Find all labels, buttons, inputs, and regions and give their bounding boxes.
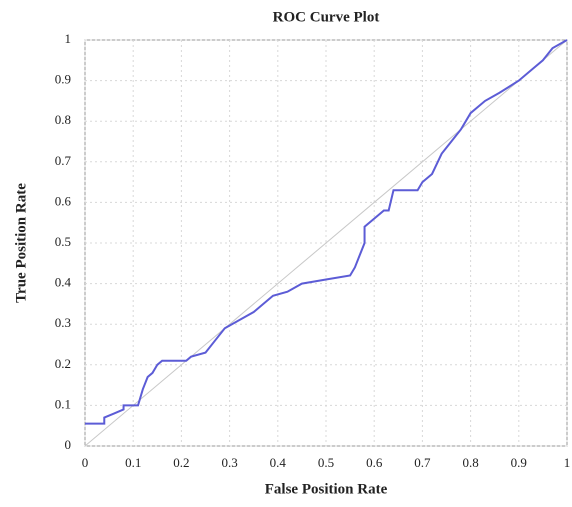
x-tick-label: 0.8 [462,455,478,470]
y-tick-label: 0.8 [55,112,71,127]
y-tick-label: 0 [65,437,72,452]
y-tick-label: 0.6 [55,193,72,208]
x-tick-label: 0.6 [366,455,383,470]
y-tick-label: 1 [65,31,72,46]
y-tick-label: 0.1 [55,396,71,411]
y-axis-label: True Position Rate [13,183,29,303]
x-tick-label: 0.7 [414,455,431,470]
x-axis-label: False Position Rate [265,481,388,497]
x-tick-label: 0 [82,455,89,470]
y-tick-label: 0.2 [55,356,71,371]
y-tick-label: 0.4 [55,275,72,290]
y-tick-label: 0.9 [55,72,71,87]
x-tick-label: 0.1 [125,455,141,470]
chart-title: ROC Curve Plot [273,9,380,25]
line [84,39,568,447]
x-tick-label: 0.9 [511,455,527,470]
x-tick-label: 0.4 [270,455,287,470]
x-tick-label: 0.3 [221,455,237,470]
line [85,39,568,425]
y-tick-label: 0.5 [55,234,71,249]
y-tick-label: 0.7 [55,153,72,168]
x-tick-label: 1 [564,455,571,470]
y-tick-label: 0.3 [55,315,71,330]
x-tick-label: 0.5 [318,455,334,470]
x-tick-label: 0.2 [173,455,189,470]
